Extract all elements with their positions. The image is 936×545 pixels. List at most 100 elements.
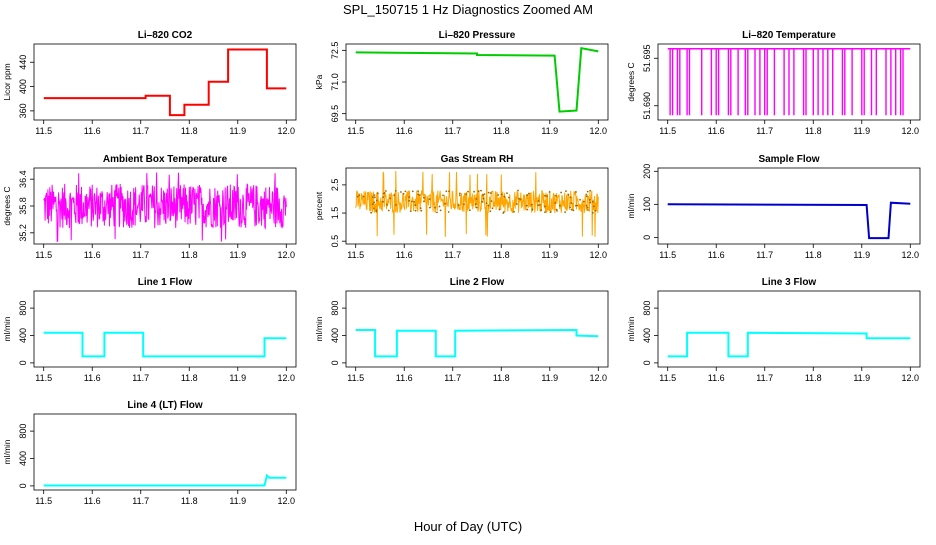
plot-area (43, 172, 287, 243)
plot-area (667, 331, 911, 358)
x-tick-label: 12.0 (902, 250, 920, 260)
y-tick-label: 51.690 (642, 92, 652, 120)
panel-line1: Line 1 Flow ml/min 11.5 11.6 11.7 11.8 11.9 12.… (2, 277, 297, 383)
y-axis-label: ml/min (2, 439, 12, 464)
data-point (489, 192, 492, 195)
x-tick-label: 11.6 (708, 250, 725, 260)
data-point (434, 206, 436, 209)
y-tick-label: 2.5 (330, 179, 340, 192)
x-tick-label: 11.5 (347, 250, 364, 260)
data-point (569, 196, 572, 199)
data-point (570, 202, 573, 205)
data-point (588, 198, 591, 201)
panel-box_temp: Ambient Box Temperature degrees C 11.5 11.6… (2, 154, 297, 260)
data-point (554, 202, 557, 204)
x-tick-label: 11.6 (84, 373, 101, 383)
x-tick-label: 11.7 (444, 373, 461, 383)
data-point (457, 204, 460, 207)
data-point (373, 207, 375, 210)
y-tick-label: 0 (642, 235, 652, 240)
x-tick-label: 11.9 (541, 126, 558, 136)
figure-xlabel: Hour of Day (UTC) (414, 519, 522, 534)
data-point (362, 195, 365, 198)
data-point (538, 204, 541, 206)
series-line-line2 (355, 328, 599, 358)
plot-area (355, 47, 599, 113)
data-point (448, 190, 450, 193)
y-tick-label: 800 (330, 301, 340, 316)
x-tick-label: 11.6 (708, 373, 725, 383)
y-tick-label: 35.2 (18, 224, 28, 242)
panel-sample_flow: Sample Flow ml/min 11.5 11.6 11.7 11.8 11.9 12.… (626, 154, 921, 260)
panel-title: Ambient Box Temperature (103, 154, 228, 165)
y-tick-label: 0 (18, 483, 28, 488)
data-point (413, 201, 416, 203)
data-point (463, 203, 465, 206)
data-point (583, 200, 585, 203)
plot-frame (345, 167, 609, 245)
data-point (400, 191, 402, 193)
x-tick-label: 12.0 (590, 250, 608, 260)
x-tick-label: 11.7 (132, 496, 149, 506)
y-tick-label: 71.0 (330, 73, 340, 91)
x-tick-label: 11.8 (181, 373, 198, 383)
panel-licor_temp: Li–820 Temperature degrees C 11.5 11.6 11.7 1… (626, 30, 921, 136)
data-point (475, 206, 478, 209)
data-point (564, 211, 566, 214)
panel-title: Gas Stream RH (441, 154, 514, 165)
x-tick-label: 11.8 (181, 250, 198, 260)
data-point (474, 203, 477, 206)
data-point (467, 190, 469, 193)
data-point (537, 204, 540, 207)
data-point (420, 209, 423, 212)
plot-area (43, 473, 287, 487)
data-point (371, 196, 374, 199)
x-tick-label: 11.7 (756, 250, 773, 260)
x-tick-label: 12.0 (278, 373, 296, 383)
panel-title: Line 1 Flow (138, 277, 193, 288)
data-point (481, 200, 483, 203)
data-point (419, 207, 422, 210)
x-tick-label: 11.6 (396, 250, 413, 260)
series-line-co2 (43, 48, 287, 117)
data-point (585, 193, 588, 196)
x-tick-label: 11.7 (132, 126, 149, 136)
panel-title: Li–820 Pressure (439, 30, 516, 41)
y-axis-label: ml/min (314, 316, 324, 341)
series-points-rh (356, 189, 597, 214)
series-line-rh (355, 170, 599, 237)
data-point (570, 208, 573, 211)
y-tick-label: 400 (18, 451, 28, 466)
panel-co2: Li–820 CO2 Licor ppm 11.5 11.6 11.7 11.8 11.9 1… (2, 30, 297, 136)
plot-area (667, 201, 911, 240)
series-line-line4 (43, 473, 287, 487)
data-point (375, 199, 378, 202)
x-tick-label: 11.5 (347, 126, 364, 136)
data-point (506, 192, 508, 195)
y-tick-label: 1.5 (330, 207, 340, 220)
data-point (429, 206, 431, 209)
data-point (385, 190, 387, 192)
data-point (423, 200, 425, 203)
data-point (394, 190, 397, 192)
x-tick-label: 11.5 (347, 373, 364, 383)
data-point (589, 201, 592, 204)
data-point (576, 204, 579, 207)
y-tick-label: 0 (330, 360, 340, 365)
data-point (592, 212, 594, 214)
data-point (439, 209, 442, 212)
x-tick-label: 11.6 (396, 373, 413, 383)
data-point (567, 193, 570, 196)
x-tick-label: 11.8 (805, 250, 822, 260)
x-tick-label: 11.9 (229, 496, 246, 506)
x-tick-label: 11.5 (35, 373, 52, 383)
plot-area (43, 48, 287, 117)
data-point (417, 190, 419, 193)
data-point (375, 210, 378, 213)
panel-title: Line 4 (LT) Flow (127, 400, 203, 411)
data-point (537, 200, 540, 202)
data-point (549, 211, 552, 214)
data-point (518, 197, 520, 200)
